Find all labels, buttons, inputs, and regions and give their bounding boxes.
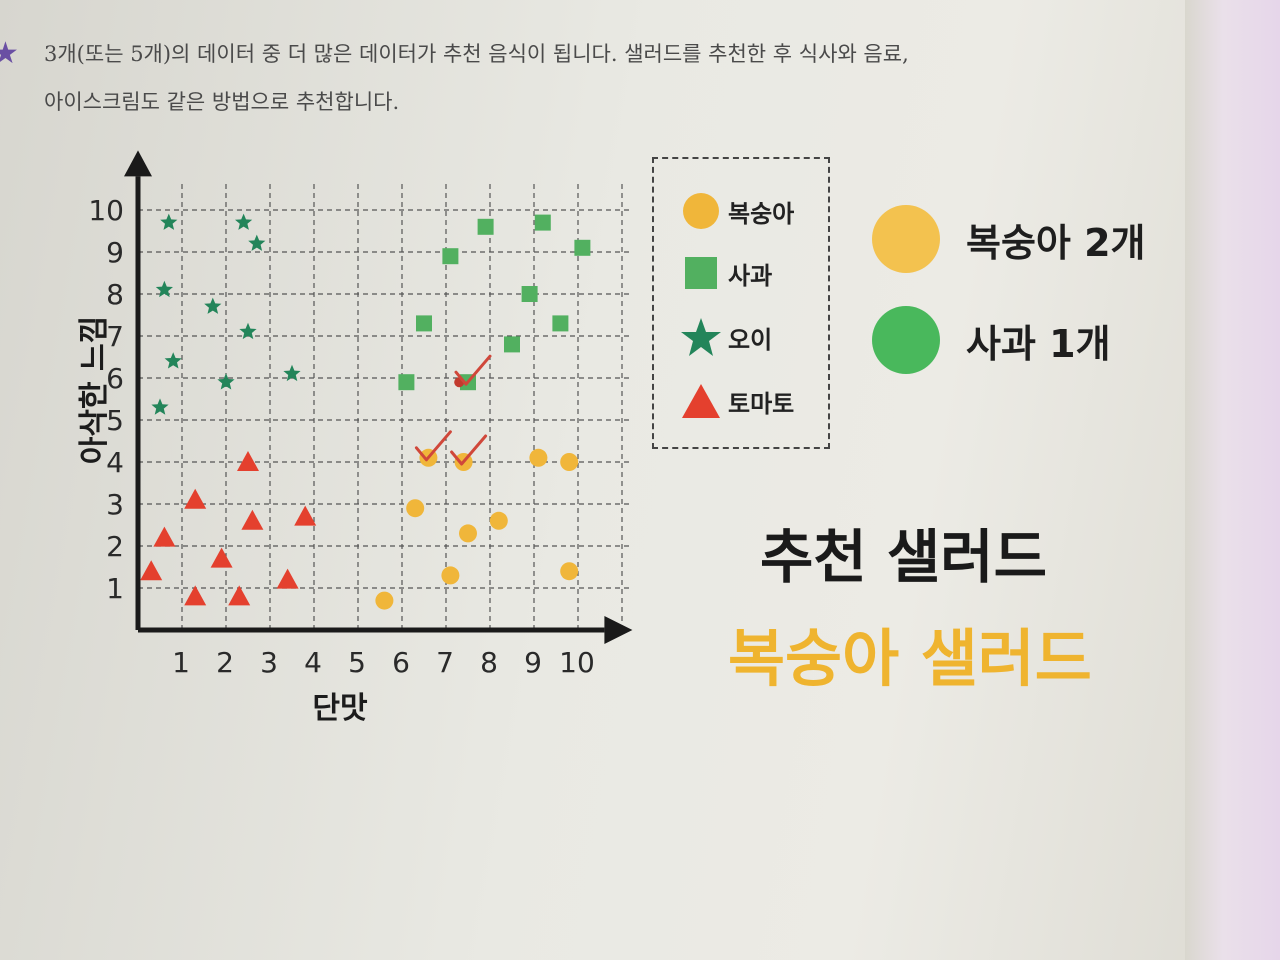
- circle-point: [560, 453, 579, 471]
- triangle-point: [241, 509, 264, 530]
- square-point: [521, 286, 538, 302]
- legend-item-apple: 사과: [680, 253, 772, 293]
- star-point: [151, 398, 169, 415]
- y-tick-label: 9: [106, 236, 124, 269]
- square-point: [504, 336, 520, 353]
- star-point: [283, 364, 301, 382]
- chart-axes: [124, 150, 633, 644]
- y-tick-label: 6: [106, 362, 124, 395]
- legend-label: 사과: [728, 261, 773, 290]
- circle-point: [375, 591, 394, 610]
- circle-point: [459, 524, 477, 543]
- x-tick-label: 4: [304, 646, 322, 679]
- triangle-point: [184, 585, 207, 606]
- peach-dot-icon: [872, 205, 940, 273]
- legend-label: 오이: [728, 325, 773, 354]
- square-point: [416, 315, 432, 332]
- circle-point: [560, 562, 579, 581]
- square-point: [574, 239, 591, 256]
- x-axis-arrow: [604, 616, 633, 644]
- count-label: 사과 1개: [966, 321, 1111, 366]
- check-mark-icon: [414, 430, 452, 462]
- x-axis-label: 단맛: [312, 691, 368, 726]
- triangle-point: [184, 488, 207, 509]
- star-point: [217, 373, 235, 390]
- legend-item-tomato: 토마토: [680, 381, 794, 421]
- legend-item-peach: 복숭아: [680, 191, 794, 231]
- star-point: [160, 213, 178, 230]
- y-tick-label: 4: [106, 446, 124, 479]
- circle-point: [489, 511, 508, 530]
- y-tick-label: 2: [106, 530, 124, 563]
- y-axis-label: 아삭한 느낌: [77, 316, 112, 464]
- legend-label: 복숭아: [728, 199, 795, 228]
- square-point: [534, 214, 551, 231]
- check-mark-icon: [454, 354, 492, 386]
- circle-point: [406, 499, 425, 518]
- chart-points: [140, 213, 591, 610]
- circle-point: [529, 448, 548, 467]
- x-tick-label: 2: [216, 646, 234, 679]
- star-point: [204, 297, 222, 314]
- square-icon: [680, 253, 722, 293]
- triangle-point: [276, 568, 299, 589]
- square-point: [442, 248, 459, 265]
- chart-grid: [138, 180, 631, 630]
- legend: 복숭아 사과 오이 토마토: [652, 157, 830, 449]
- square-point: [477, 218, 494, 235]
- y-tick-label: 8: [106, 278, 124, 311]
- y-tick-label: 10: [88, 194, 124, 227]
- triangle-icon: [680, 381, 722, 421]
- header-line-2: 아이스크림도 같은 방법으로 추천합니다.: [44, 90, 400, 114]
- star-point: [155, 280, 173, 298]
- x-tick-label: 8: [480, 646, 498, 679]
- square-point: [398, 374, 415, 391]
- y-tick-label: 1: [106, 572, 124, 605]
- triangle-point: [210, 547, 233, 568]
- count-label: 복숭아 2개: [966, 220, 1146, 265]
- x-tick-label: 9: [524, 646, 542, 679]
- star-point: [239, 322, 257, 340]
- x-tick-label: 3: [260, 646, 278, 679]
- check-mark-icon: [450, 434, 488, 466]
- triangle-point: [140, 560, 163, 581]
- x-tick-label: 1: [172, 646, 190, 679]
- x-tick-label: 5: [348, 646, 366, 679]
- star-decoration-icon: ★: [0, 36, 19, 71]
- circle-icon: [680, 191, 722, 231]
- square-point: [552, 315, 569, 332]
- recommendation-result: 복숭아 샐러드: [728, 622, 1092, 695]
- x-tick-label: 6: [392, 646, 410, 679]
- legend-label: 토마토: [728, 389, 795, 418]
- star-point: [235, 213, 253, 230]
- triangle-point: [228, 585, 251, 606]
- star-point: [164, 352, 182, 369]
- y-axis-arrow: [124, 150, 152, 177]
- triangle-point: [294, 505, 317, 526]
- count-apple: 사과 1개: [872, 306, 1111, 374]
- x-tick-label: 10: [559, 646, 595, 679]
- y-tick-label: 5: [106, 404, 124, 437]
- triangle-point: [237, 451, 259, 471]
- legend-item-cucumber: 오이: [680, 317, 772, 357]
- page-edge: [1185, 0, 1280, 960]
- header-line-1: 3개(또는 5개)의 데이터 중 더 많은 데이터가 추천 음식이 됩니다. 샐…: [44, 42, 909, 66]
- apple-dot-icon: [872, 306, 940, 374]
- x-tick-label: 7: [436, 646, 454, 679]
- star-icon: [680, 317, 722, 357]
- triangle-point: [153, 526, 176, 547]
- circle-point: [441, 566, 460, 585]
- star-point: [248, 234, 266, 251]
- recommendation-title: 추천 샐러드: [760, 523, 1047, 591]
- count-peach: 복숭아 2개: [872, 205, 1146, 273]
- y-tick-label: 7: [106, 320, 124, 353]
- y-tick-label: 3: [106, 488, 124, 521]
